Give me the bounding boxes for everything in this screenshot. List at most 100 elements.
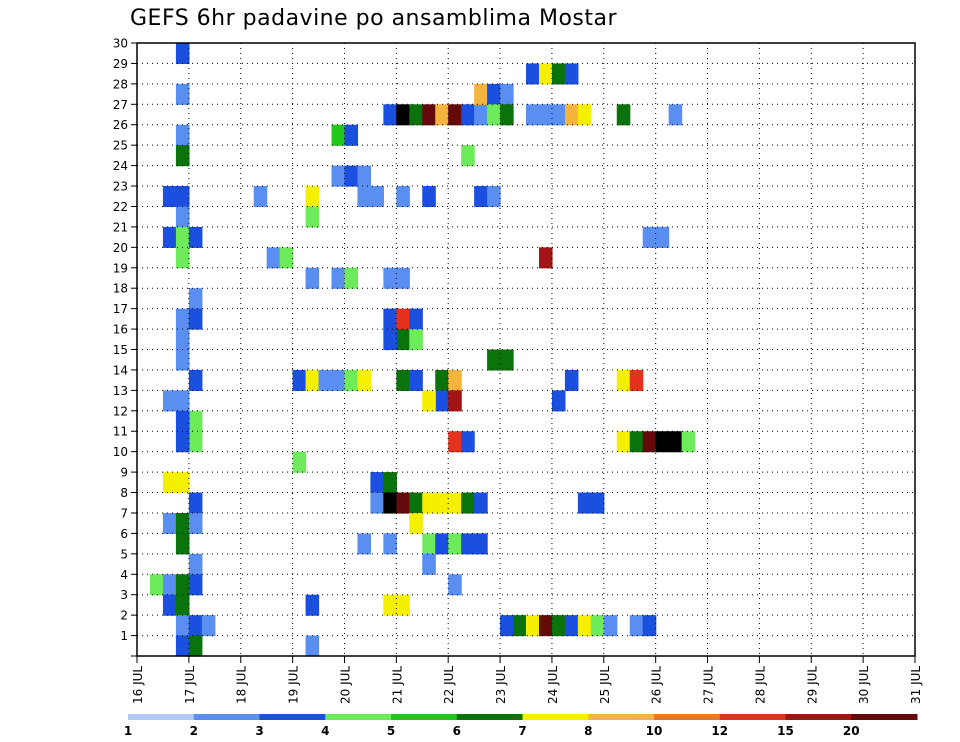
heatmap-cell	[305, 635, 320, 657]
legend-swatch	[193, 714, 260, 720]
heatmap-cell	[162, 186, 177, 208]
heatmap-cell	[461, 533, 475, 555]
heatmap-cell	[577, 104, 592, 126]
x-tick-label: 27 JUL	[702, 666, 716, 704]
heatmap-cell	[357, 186, 371, 208]
legend-label: 2	[190, 724, 198, 738]
heatmap-cell	[175, 390, 190, 412]
heatmap-cell	[162, 594, 177, 616]
y-tick-label: 8	[120, 486, 128, 500]
y-tick-label: 18	[113, 282, 128, 296]
heatmap-cell	[590, 492, 605, 514]
heatmap-cell	[188, 615, 203, 637]
heatmap-cell	[383, 267, 397, 289]
heatmap-cell	[188, 226, 203, 248]
heatmap-cell	[629, 431, 644, 453]
y-tick-label: 20	[113, 241, 128, 255]
heatmap-cell	[642, 226, 657, 248]
y-tick-label: 29	[113, 57, 128, 71]
heatmap-cell	[175, 247, 190, 269]
heatmap-cell	[461, 492, 475, 514]
legend-swatch	[259, 714, 326, 720]
heatmap-cell	[474, 83, 488, 105]
legend-swatch	[391, 714, 458, 720]
heatmap-cell	[396, 186, 410, 208]
heatmap-cell	[188, 512, 203, 534]
heatmap-cell	[175, 615, 190, 637]
legend-label: 5	[387, 724, 395, 738]
grid-layer	[137, 43, 915, 656]
heatmap-cell	[188, 553, 203, 575]
heatmap-cell	[396, 308, 410, 330]
heatmap-cell	[422, 533, 436, 555]
heatmap-cell	[422, 390, 436, 412]
heatmap-cell	[175, 329, 190, 351]
x-tick-label: 18 JUL	[235, 666, 249, 704]
heatmap-cell	[435, 492, 449, 514]
heatmap-cell	[603, 615, 618, 637]
heatmap-cell	[448, 369, 462, 391]
heatmap-cell	[448, 574, 462, 596]
heatmap-cell	[383, 492, 397, 514]
heatmap-cell	[655, 226, 670, 248]
chart-title: GEFS 6hr padavine po ansamblima Mostar	[130, 6, 618, 31]
heatmap-cell	[526, 63, 540, 85]
heatmap-cell	[344, 165, 359, 187]
x-tick-label: 28 JUL	[753, 666, 767, 704]
y-tick-label: 9	[120, 466, 128, 480]
heatmap-cell	[175, 472, 190, 494]
heatmap-cell	[370, 472, 384, 494]
heatmap-cell	[435, 533, 449, 555]
legend-label: 12	[711, 724, 728, 738]
heatmap-cell	[629, 369, 644, 391]
legend-swatch	[719, 714, 786, 720]
heatmap-cell	[266, 247, 281, 269]
legend-swatch	[128, 714, 195, 720]
heatmap-cell	[668, 431, 683, 453]
x-axis: 16 JUL 17 JUL 18 JUL 19 JUL 20 JUL 21 JUL 22 J…	[131, 656, 923, 704]
heatmap-cell	[188, 574, 203, 596]
heatmap-cell	[331, 267, 346, 289]
heatmap-cell	[383, 594, 397, 616]
heatmap-cell	[616, 369, 631, 391]
heatmap-cell	[344, 124, 359, 146]
heatmap-cell	[551, 615, 566, 637]
heatmap-cell	[383, 104, 397, 126]
y-tick-label: 17	[113, 302, 128, 316]
y-tick-label: 12	[113, 404, 128, 418]
heatmap-cell	[331, 369, 346, 391]
heatmap-cell	[487, 186, 501, 208]
plot-frame	[136, 42, 916, 657]
heatmap-cell	[538, 615, 553, 637]
heatmap-cell	[448, 104, 462, 126]
heatmap-cell	[162, 574, 177, 596]
heatmap-cell	[175, 124, 190, 146]
y-tick-label: 11	[113, 425, 128, 439]
heatmap-cell	[370, 492, 384, 514]
heatmap-cell	[188, 369, 203, 391]
heatmap-cell	[175, 594, 190, 616]
heatmap-cell	[175, 226, 190, 248]
y-tick-label: 1	[120, 629, 128, 643]
legend-label: 6	[453, 724, 461, 738]
heatmap-cell	[331, 165, 346, 187]
heatmap-cell	[188, 431, 203, 453]
x-tick-label: 20 JUL	[338, 666, 352, 704]
heatmap-cell	[538, 104, 553, 126]
legend-swatch	[325, 714, 392, 720]
heatmap-cell	[175, 83, 190, 105]
heatmap-cell	[292, 451, 307, 473]
heatmap-cell	[577, 615, 592, 637]
heatmap-cell	[487, 83, 501, 105]
heatmap-cell	[149, 574, 164, 596]
legend-label: 3	[255, 724, 263, 738]
x-tick-label: 16 JUL	[131, 666, 145, 704]
legend-label: 15	[777, 724, 794, 738]
heatmap-cell	[409, 512, 423, 534]
heatmap-cell	[318, 369, 333, 391]
x-tick-label: 24 JUL	[546, 666, 560, 704]
heatmap-cell	[305, 206, 320, 228]
heatmap-cell	[396, 492, 410, 514]
heatmap-cell	[175, 349, 190, 371]
heatmap-cell	[538, 63, 553, 85]
